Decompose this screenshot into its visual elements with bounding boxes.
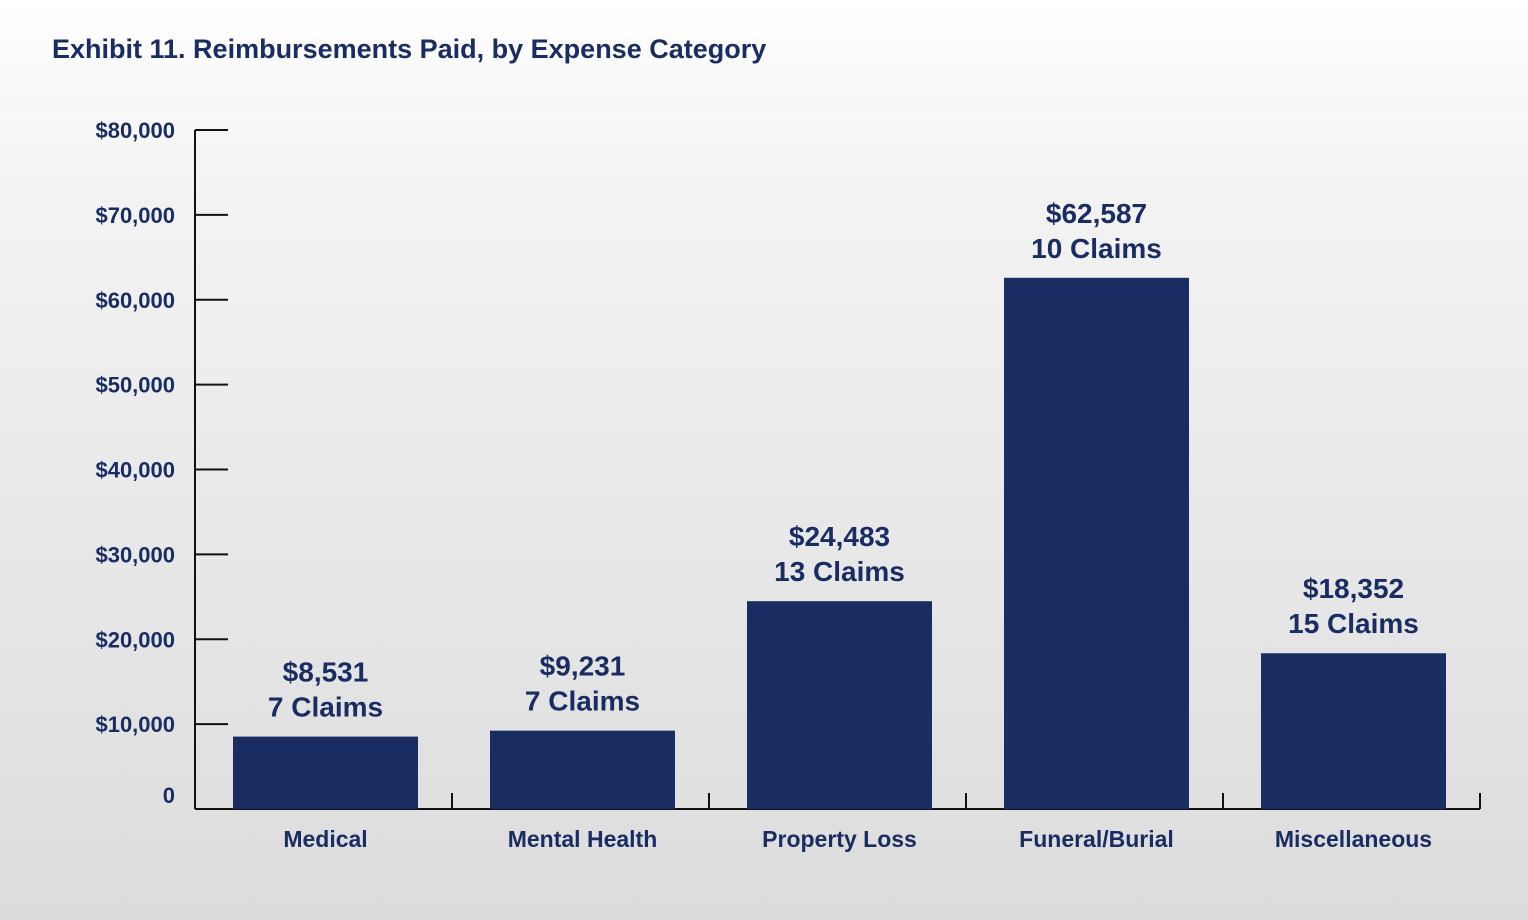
data-label-claims: 10 Claims [1031,233,1162,264]
category-label: Mental Health [508,826,658,852]
y-tick-label: $80,000 [95,118,175,143]
bar [747,601,932,809]
bars [233,277,1446,809]
data-label-value: $24,483 [789,521,890,552]
y-tick-label: $70,000 [95,203,175,228]
y-tick-label: $60,000 [95,288,175,313]
data-label-claims: 13 Claims [774,556,905,587]
bar [1261,653,1446,809]
y-tick-label: $10,000 [95,712,175,737]
category-label: Miscellaneous [1275,826,1432,852]
data-label-claims: 7 Claims [525,686,640,717]
category-label: Funeral/Burial [1019,826,1174,852]
category-label: Medical [283,826,367,852]
category-labels: Medical Mental Health Property Loss Funeral… [283,826,1432,852]
data-label-value: $8,531 [283,657,369,688]
data-label-claims: 7 Claims [268,692,383,723]
bar [1004,277,1189,809]
data-label-value: $18,352 [1303,573,1404,604]
y-axis-ticks: 0 $10,000 $20,000 $30,000 $40,000 $50,000 $60,… [95,118,228,808]
data-labels: $8,531 7 Claims $9,231 7 Claims $24,483 13 Cl… [268,198,1419,723]
data-label-claims: 15 Claims [1288,608,1419,639]
y-tick-label: $20,000 [95,627,175,652]
y-tick-label: $50,000 [95,373,175,398]
y-tick-label: $30,000 [95,542,175,567]
y-tick-label: $40,000 [95,458,175,483]
bar [490,730,675,809]
y-tick-label: 0 [163,783,175,808]
chart-title: Exhibit 11. Reimbursements Paid, by Expe… [52,34,767,64]
data-label-value: $9,231 [540,651,626,682]
bar [233,736,418,809]
category-label: Property Loss [762,826,917,852]
data-label-value: $62,587 [1046,198,1147,229]
